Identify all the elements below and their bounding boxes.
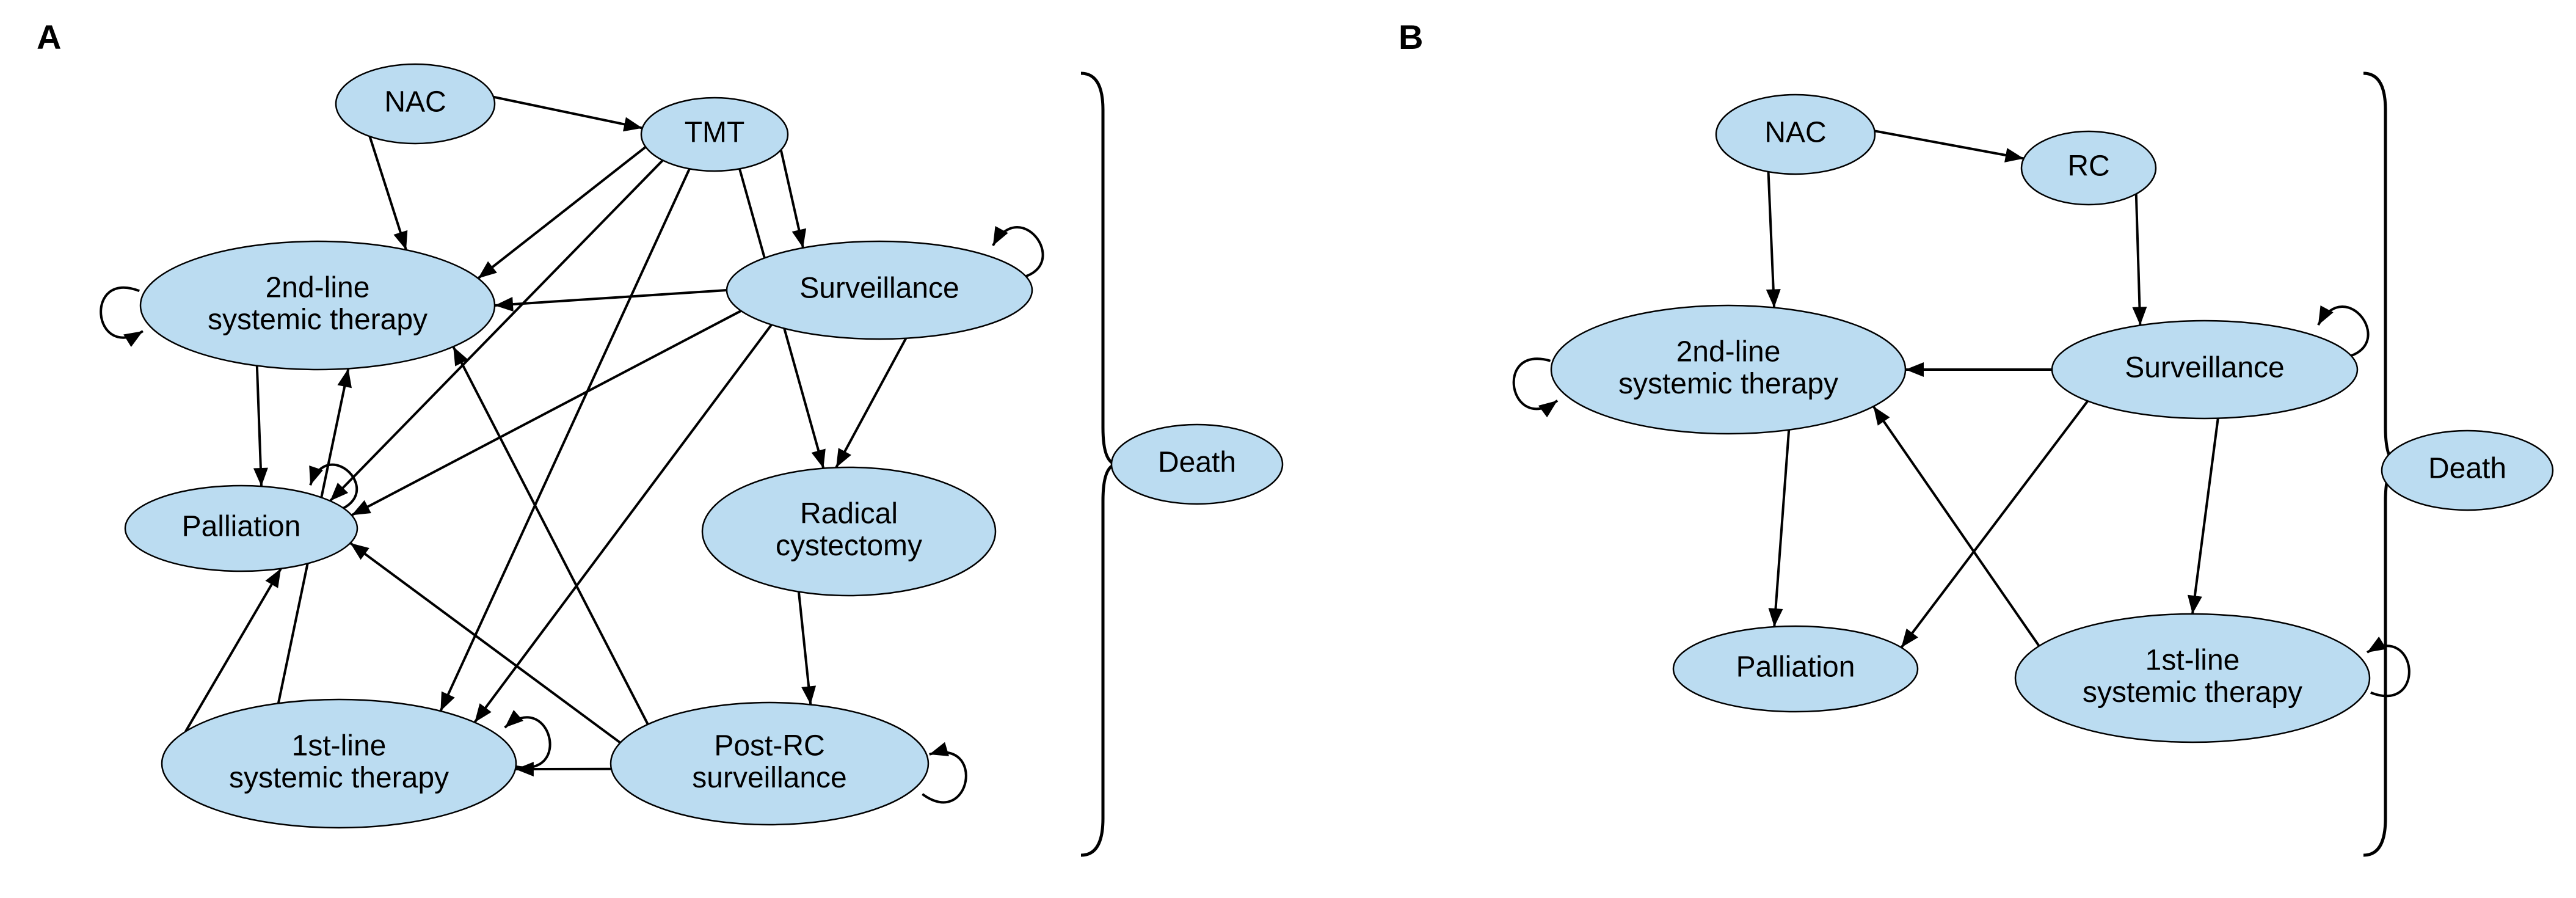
arrowhead	[1766, 289, 1781, 307]
arrowhead	[123, 331, 143, 347]
arrowhead	[2132, 307, 2147, 325]
edge-A_surv-A_rc	[836, 338, 906, 468]
arrowhead	[515, 762, 534, 776]
node-label-A_rc-0: Radical	[800, 497, 898, 530]
node-label-B_surv-0: Surveillance	[2125, 352, 2284, 384]
node-label-B_2nd-0: 2nd-line	[1676, 335, 1781, 368]
edge-B_2nd-B_pall	[1774, 430, 1789, 627]
arrowhead	[2367, 637, 2387, 652]
node-label-A_postrc-1: surveillance	[692, 762, 846, 794]
edge-B_nac-B_2nd	[1769, 172, 1775, 307]
self-loop-A_postrc	[922, 752, 966, 802]
edge-A_nac-A_tmt	[493, 97, 642, 128]
arrowhead	[337, 368, 351, 388]
arrowhead	[478, 261, 497, 279]
arrowhead	[2004, 148, 2024, 162]
node-label-B_nac-0: NAC	[1764, 117, 1826, 149]
node-label-B_death-0: Death	[2428, 453, 2506, 485]
arrowhead	[812, 448, 826, 468]
node-label-B_pall-0: Palliation	[1736, 651, 1855, 684]
self-loop-A_2nd	[101, 288, 143, 338]
node-label-B_rc-0: RC	[2067, 150, 2109, 183]
edge-B_surv-B_1st	[2192, 418, 2218, 614]
edge-A_tmt-A_2nd	[478, 147, 646, 279]
arrowhead	[1901, 629, 1918, 648]
node-label-A_surv-0: Surveillance	[799, 272, 959, 305]
node-label-B_1st-0: 1st-line	[2145, 644, 2240, 676]
arrowhead	[440, 692, 454, 711]
node-label-A_rc-1: cystectomy	[776, 530, 922, 562]
arrowhead	[801, 685, 816, 704]
arrowhead	[1538, 401, 1557, 418]
arrowhead	[1905, 362, 1924, 377]
panel-label-B: B	[1399, 18, 1423, 56]
arrowhead	[1769, 608, 1783, 627]
arrowhead	[2188, 595, 2202, 614]
arrowhead	[495, 297, 514, 312]
arrowhead	[1874, 406, 1890, 425]
edge-A_postrc-A_2nd	[453, 346, 648, 724]
arrowhead	[623, 117, 642, 131]
arrowhead	[792, 228, 806, 248]
arrowhead	[505, 710, 523, 728]
arrowhead	[351, 543, 369, 560]
arrowhead	[352, 500, 371, 516]
arrowhead	[2318, 305, 2334, 325]
node-label-B_1st-1: systemic therapy	[2083, 676, 2302, 709]
node-label-A_1st-1: systemic therapy	[229, 762, 449, 794]
node-label-A_postrc-0: Post-RC	[714, 729, 824, 762]
edge-B_rc-B_surv	[2136, 194, 2141, 325]
node-label-A_nac-0: NAC	[384, 86, 446, 119]
arrowhead	[393, 230, 407, 250]
node-label-A_2nd-1: systemic therapy	[208, 304, 428, 336]
edge-B_surv-B_pall	[1901, 401, 2087, 648]
arrowhead	[475, 703, 492, 722]
arrowhead	[265, 569, 281, 588]
arrowhead	[993, 226, 1008, 246]
node-label-A_2nd-0: 2nd-line	[266, 271, 370, 304]
node-label-A_tmt-0: TMT	[685, 117, 745, 149]
node-label-B_2nd-1: systemic therapy	[1618, 368, 1838, 400]
arrowhead	[836, 448, 851, 467]
edge-B_nac-B_rc	[1875, 131, 2024, 158]
node-label-A_death-0: Death	[1158, 447, 1236, 479]
edge-B_1st-B_2nd	[1874, 406, 2039, 646]
arrowhead	[253, 468, 268, 486]
self-loop-B_1st	[2367, 646, 2409, 696]
node-label-A_1st-0: 1st-line	[292, 729, 387, 762]
panel-label-A: A	[37, 18, 61, 56]
edge-A_tmt-A_1st	[440, 169, 689, 711]
node-label-A_pall-0: Palliation	[182, 511, 301, 543]
arrowhead	[930, 742, 949, 756]
